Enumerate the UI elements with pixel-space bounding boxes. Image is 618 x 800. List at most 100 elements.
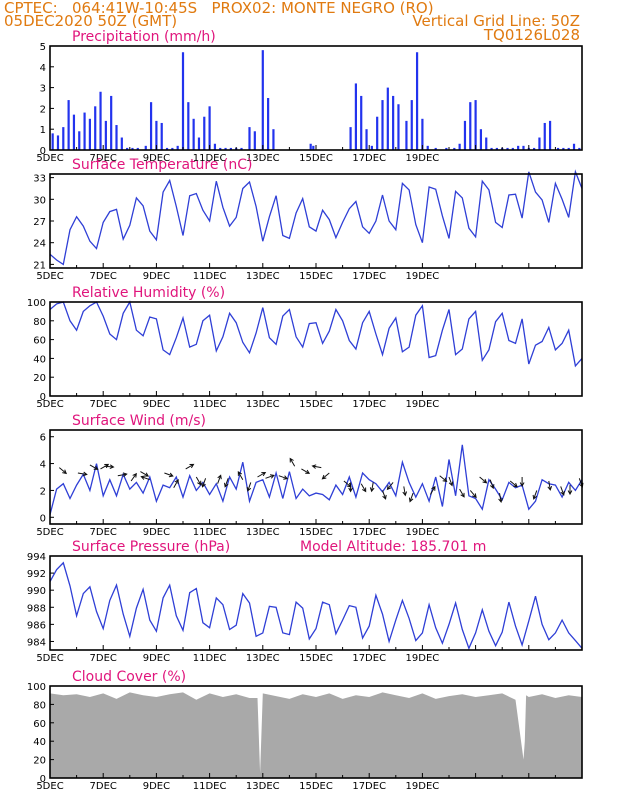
precip-bar xyxy=(381,100,384,150)
wind-arrow-icon xyxy=(369,482,375,493)
wind-xtick-label: 7DEC xyxy=(90,527,117,538)
pressure-ytick-label: 994 xyxy=(27,552,46,563)
wind-arrow-icon xyxy=(498,493,503,504)
temp-xtick-label: 13DEC xyxy=(246,271,280,282)
precip-bar xyxy=(365,129,368,150)
wind-arrow-icon xyxy=(185,463,195,470)
precip-panel xyxy=(49,45,583,151)
wind-arrow-icon xyxy=(164,472,174,478)
precip-bar xyxy=(144,145,147,150)
temp-xtick-label: 19DEC xyxy=(406,271,440,282)
temp-xtick-label: 5DEC xyxy=(36,271,63,282)
wind-frame xyxy=(49,429,583,525)
wind-arrow-icon xyxy=(509,480,518,488)
wind-arrow-icon xyxy=(289,457,296,467)
precip-bar xyxy=(219,147,222,150)
wind-arrow-icon xyxy=(58,467,68,475)
wind-arrow-icon xyxy=(402,486,408,497)
precip-bar xyxy=(543,122,546,150)
wind-arrow-icon xyxy=(360,483,367,493)
pressure-xtick-label: 9DEC xyxy=(143,653,170,664)
cloud-ytick-label: 0 xyxy=(40,774,46,785)
precip-bar xyxy=(131,147,134,150)
precip-ytick-label: 0 xyxy=(40,146,46,157)
wind-arrow-icon xyxy=(246,482,252,492)
precip-bar xyxy=(261,50,264,150)
precip-bar xyxy=(248,127,251,150)
precip-bar xyxy=(56,135,60,150)
precip-ytick-label: 5 xyxy=(40,42,46,53)
precip-bar xyxy=(474,100,477,150)
precip-bar xyxy=(386,87,389,150)
temp-xtick-label: 11DEC xyxy=(193,271,227,282)
wind-xtick-label: 17DEC xyxy=(352,527,386,538)
precip-bar xyxy=(392,95,395,150)
precip-xtick-label: 15DEC xyxy=(299,153,333,164)
precip-ytick-label: 2 xyxy=(40,104,46,115)
wind-arrow-icon xyxy=(439,475,448,483)
rh-xtick-label: 15DEC xyxy=(299,399,333,410)
precip-bar xyxy=(479,129,483,150)
precip-xtick-label: 7DEC xyxy=(90,153,117,164)
precip-bar xyxy=(405,120,408,150)
precip-bar xyxy=(533,147,536,150)
pressure-ytick-label: 990 xyxy=(27,586,46,597)
precip-bar xyxy=(62,127,65,150)
precip-bar xyxy=(572,143,576,150)
precip-bar xyxy=(562,147,565,150)
wind-arrow-icon xyxy=(195,476,202,486)
precip-bar xyxy=(267,98,270,150)
precip-bar xyxy=(104,120,107,150)
precip-bar xyxy=(253,131,256,150)
precip-bar xyxy=(197,137,201,150)
cloud-ytick-label: 100 xyxy=(27,682,46,693)
precip-xtick-label: 19DEC xyxy=(406,153,440,164)
temp-xtick-label: 7DEC xyxy=(90,271,117,282)
wind-title: Surface Wind (m/s) xyxy=(72,413,206,429)
precip-bar xyxy=(538,137,541,150)
pressure-xtick-label: 13DEC xyxy=(246,653,280,664)
precip-bar xyxy=(240,147,243,150)
precip-bar xyxy=(458,143,461,150)
rh-ytick-label: 20 xyxy=(33,373,46,384)
pressure-ytick-label: 986 xyxy=(27,620,46,631)
wind-xtick-label: 5DEC xyxy=(36,527,63,538)
wind-arrow-icon xyxy=(469,490,477,499)
wind-arrow-icon xyxy=(77,471,88,477)
wind-arrow-icon xyxy=(140,471,150,477)
precip-bar xyxy=(136,147,139,150)
cloud-xtick-label: 19DEC xyxy=(406,781,440,792)
precip-xtick-label: 9DEC xyxy=(143,153,170,164)
wind-xtick-label: 15DEC xyxy=(299,527,333,538)
wind-arrow-icon xyxy=(386,482,394,491)
rh-xtick-label: 13DEC xyxy=(246,399,280,410)
wind-arrow-icon xyxy=(224,478,229,488)
precip-bar xyxy=(469,102,472,150)
precip-ytick-label: 3 xyxy=(40,84,46,95)
header-model-code: TQ0126L028 xyxy=(483,26,580,44)
precip-bar xyxy=(376,116,379,150)
precip-bar xyxy=(453,147,456,150)
temp-ytick-label: 27 xyxy=(33,217,46,228)
wind-arrow-icon xyxy=(104,464,115,470)
precip-bar xyxy=(120,137,123,150)
wind-arrow-icon xyxy=(173,478,179,488)
wind-arrow-icon xyxy=(117,472,128,477)
pressure-panel xyxy=(49,555,583,651)
precip-ytick-label: 4 xyxy=(40,63,46,74)
rh-ytick-label: 40 xyxy=(33,354,46,365)
precip-bar xyxy=(511,147,514,150)
cloud-ytick-label: 20 xyxy=(33,756,46,767)
rh-line xyxy=(49,300,583,368)
precip-bar xyxy=(397,104,400,150)
wind-arrow-icon xyxy=(547,480,553,491)
precip-bar xyxy=(78,131,81,150)
wind-arrow-icon xyxy=(519,477,525,488)
precip-bar xyxy=(485,137,488,150)
precip-xtick-label: 13DEC xyxy=(246,153,280,164)
rh-xtick-label: 9DEC xyxy=(143,399,170,410)
precip-bar xyxy=(208,106,211,150)
precip-bar xyxy=(567,147,570,150)
wind-xtick-label: 13DEC xyxy=(246,527,280,538)
precip-bar xyxy=(434,147,437,150)
